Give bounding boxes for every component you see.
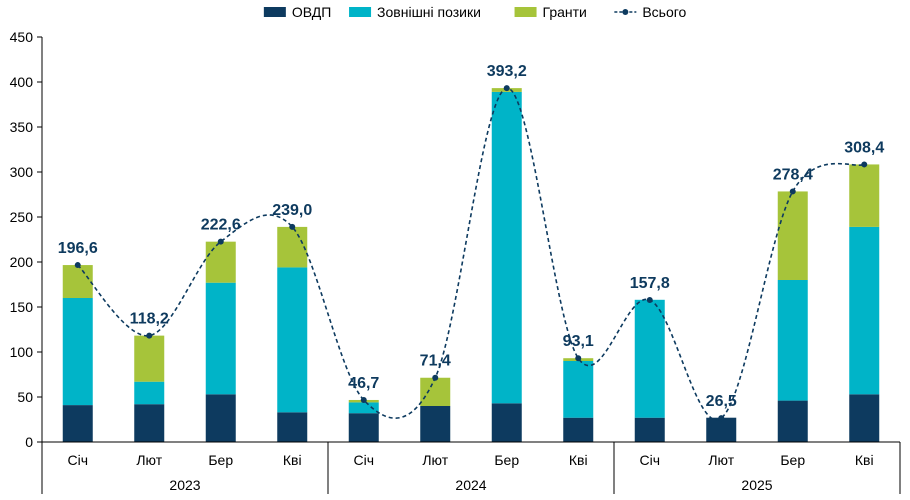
x-axis: Січ Лют Бер Кві 2023 Січ Лют Бер Кві 2024 Січ Лют Бе… bbox=[41, 441, 901, 494]
y-tick-label: 150 bbox=[10, 299, 34, 315]
bar-segment bbox=[134, 335, 165, 382]
total-data-label: 118,2 bbox=[130, 311, 169, 328]
legend-marker bbox=[622, 9, 629, 15]
legend-label: Гранти bbox=[543, 4, 587, 20]
total-point bbox=[217, 238, 224, 245]
x-group-label: 2024 bbox=[455, 477, 486, 493]
x-category-label: Кві bbox=[569, 452, 588, 468]
bar-segment bbox=[849, 226, 880, 395]
x-category-label: Лют bbox=[136, 452, 162, 468]
x-category-label: Кві bbox=[855, 452, 874, 468]
total-data-label: 26,5 bbox=[706, 393, 737, 410]
total-point bbox=[789, 188, 796, 195]
legend-swatch bbox=[349, 7, 372, 17]
x-group-label: 2023 bbox=[169, 477, 200, 493]
total-point bbox=[575, 355, 582, 362]
bar-segment bbox=[491, 91, 522, 404]
total-point bbox=[646, 296, 653, 303]
legend: ОВДП Зовнішні позики Гранти Всього bbox=[263, 4, 687, 20]
total-point bbox=[360, 396, 367, 403]
y-axis: 0 50 100 150 200 250 300 350 400 450 bbox=[10, 29, 43, 450]
legend-swatch bbox=[514, 7, 537, 17]
legend-item: Зовнішні позики bbox=[349, 4, 481, 20]
bar-segment bbox=[563, 361, 594, 418]
bar-segment bbox=[205, 282, 236, 395]
total-data-label: 196,6 bbox=[58, 240, 98, 257]
bar-segment bbox=[62, 265, 93, 298]
bar-segment bbox=[134, 404, 165, 442]
x-category-label: Кві bbox=[283, 452, 302, 468]
y-tick-label: 100 bbox=[10, 344, 34, 360]
bar-segment bbox=[491, 403, 522, 442]
bar-segment bbox=[205, 241, 236, 283]
bar-segment bbox=[706, 417, 737, 442]
bar-segment bbox=[849, 394, 880, 442]
total-point bbox=[718, 415, 725, 422]
data-labels: 196,6 118,2 222,6 239,0 46,7 71,4 393,2 93,1 157… bbox=[58, 63, 885, 410]
total-point bbox=[74, 262, 81, 269]
y-tick-label: 400 bbox=[10, 74, 34, 90]
total-line bbox=[74, 85, 868, 422]
y-tick-label: 50 bbox=[17, 389, 33, 405]
bar-segment bbox=[62, 298, 93, 406]
x-category-label: Січ bbox=[353, 452, 374, 468]
y-tick-label: 0 bbox=[25, 434, 33, 450]
bar-segment bbox=[277, 226, 308, 268]
y-tick-label: 250 bbox=[10, 209, 34, 225]
x-category-label: Січ bbox=[67, 452, 88, 468]
x-category-label: Лют bbox=[422, 452, 448, 468]
x-category-label: Бер bbox=[494, 452, 519, 468]
legend-label: ОВДП bbox=[292, 4, 331, 20]
bar-segment bbox=[205, 394, 236, 442]
x-group-label: 2025 bbox=[741, 477, 772, 493]
total-point bbox=[861, 161, 868, 168]
y-tick-label: 200 bbox=[10, 254, 34, 270]
y-tick-label: 450 bbox=[10, 29, 34, 45]
total-data-label: 93,1 bbox=[563, 333, 594, 350]
total-point bbox=[503, 85, 510, 92]
bar-segment bbox=[634, 417, 665, 442]
total-data-label: 46,7 bbox=[348, 375, 379, 392]
legend-item: Всього bbox=[614, 4, 687, 20]
total-data-label: 71,4 bbox=[420, 353, 451, 370]
legend-swatch bbox=[263, 7, 286, 17]
x-category-label: Січ bbox=[639, 452, 660, 468]
total-line-path bbox=[77, 87, 865, 421]
total-point bbox=[289, 223, 296, 230]
bar-segment bbox=[634, 299, 665, 418]
bar-segment bbox=[348, 402, 379, 414]
bar-segment bbox=[849, 164, 880, 227]
legend-label: Зовнішні позики bbox=[377, 4, 481, 20]
bar-segment bbox=[348, 413, 379, 442]
legend-item: Гранти bbox=[514, 4, 587, 20]
y-tick-label: 300 bbox=[10, 164, 34, 180]
total-point bbox=[432, 374, 439, 381]
x-category-label: Лют bbox=[708, 452, 734, 468]
x-category-label: Бер bbox=[208, 452, 233, 468]
x-category-label: Бер bbox=[780, 452, 805, 468]
bar-segment bbox=[62, 405, 93, 442]
bar-segment bbox=[563, 417, 594, 442]
total-data-label: 393,2 bbox=[487, 63, 527, 80]
bar-segment bbox=[420, 377, 451, 406]
legend-label: Всього bbox=[642, 4, 686, 20]
legend-item: ОВДП bbox=[263, 4, 331, 20]
bar-segment bbox=[134, 381, 165, 405]
total-point bbox=[146, 332, 153, 339]
bars bbox=[62, 88, 880, 442]
total-data-label: 239,0 bbox=[272, 202, 312, 219]
bar-segment bbox=[277, 412, 308, 442]
bar-segment bbox=[420, 406, 451, 442]
total-data-label: 222,6 bbox=[201, 217, 241, 234]
bar-segment bbox=[777, 191, 808, 280]
total-data-label: 308,4 bbox=[844, 139, 884, 156]
total-data-label: 278,4 bbox=[773, 166, 813, 183]
bar-segment bbox=[277, 267, 308, 413]
bar-segment bbox=[777, 280, 808, 401]
total-data-label: 157,8 bbox=[630, 275, 670, 292]
bar-segment bbox=[777, 400, 808, 442]
y-tick-label: 350 bbox=[10, 119, 34, 135]
